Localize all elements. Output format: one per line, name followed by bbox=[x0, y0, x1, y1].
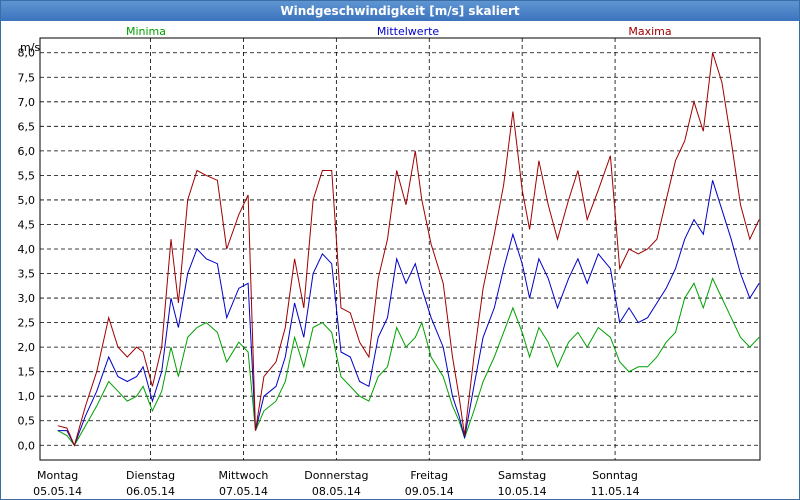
x-axis-ticks: Montag 05.05.14 Dienstag 06.05.14 Mittwoch 07… bbox=[33, 469, 639, 498]
y-tick-label: 5,5 bbox=[18, 169, 36, 182]
x-tick-day-label: Samstag bbox=[498, 469, 546, 482]
x-tick-date-label: 10.05.14 bbox=[498, 485, 547, 498]
legend-minima: Minima bbox=[126, 25, 166, 38]
x-tick-day-label: Mittwoch bbox=[218, 469, 268, 482]
x-tick-date-label: 11.05.14 bbox=[591, 485, 640, 498]
series-line-minima bbox=[57, 277, 760, 447]
x-tick-date-label: 09.05.14 bbox=[405, 485, 454, 498]
y-tick-label: 5,0 bbox=[18, 194, 36, 207]
y-tick-label: 7,5 bbox=[18, 71, 36, 84]
y-tick-label: 2,5 bbox=[18, 317, 36, 330]
grid-lines bbox=[40, 38, 760, 460]
legend-maxima: Maxima bbox=[628, 25, 671, 38]
x-tick-day-label: Montag bbox=[37, 469, 78, 482]
y-tick-label: 2,0 bbox=[18, 341, 36, 354]
x-tick-day-label: Donnerstag bbox=[304, 469, 368, 482]
x-tick-day-label: Freitag bbox=[410, 469, 448, 482]
x-tick-date-label: 05.05.14 bbox=[33, 485, 82, 498]
x-tick-date-label: 08.05.14 bbox=[312, 485, 361, 498]
y-axis-ticks: 0,0 0,5 1,0 1,5 2,0 2,5 3,0 3,5 4,0 4,5 5,0 5,5 6,0 6… bbox=[18, 47, 36, 453]
x-tick-day-label: Sonntag bbox=[592, 469, 638, 482]
y-tick-label: 6,0 bbox=[18, 145, 36, 158]
y-tick-label: 3,5 bbox=[18, 268, 36, 281]
x-tick-date-label: 06.05.14 bbox=[126, 485, 175, 498]
y-tick-label: 4,0 bbox=[18, 243, 36, 256]
y-tick-label: 1,5 bbox=[18, 366, 36, 379]
series-line-mittelwerte bbox=[57, 180, 760, 447]
y-tick-label: 8,0 bbox=[18, 47, 36, 60]
x-tick-date-label: 07.05.14 bbox=[219, 485, 268, 498]
window-title: Windgeschwindigkeit [m/s] skaliert bbox=[1, 1, 799, 21]
y-axis-label: m/s bbox=[20, 41, 40, 54]
x-tick-day-label: Dienstag bbox=[126, 469, 175, 482]
y-tick-label: 0,0 bbox=[18, 439, 36, 452]
y-tick-label: 0,5 bbox=[18, 415, 36, 428]
series-line-maxima bbox=[57, 52, 760, 447]
y-tick-label: 6,5 bbox=[18, 120, 36, 133]
series-lines bbox=[57, 52, 760, 447]
y-tick-label: 7,0 bbox=[18, 96, 36, 109]
y-tick-label: 1,0 bbox=[18, 390, 36, 403]
legend-mittelwerte: Mittelwerte bbox=[377, 25, 440, 38]
y-tick-label: 4,5 bbox=[18, 218, 36, 231]
y-tick-label: 3,0 bbox=[18, 292, 36, 305]
